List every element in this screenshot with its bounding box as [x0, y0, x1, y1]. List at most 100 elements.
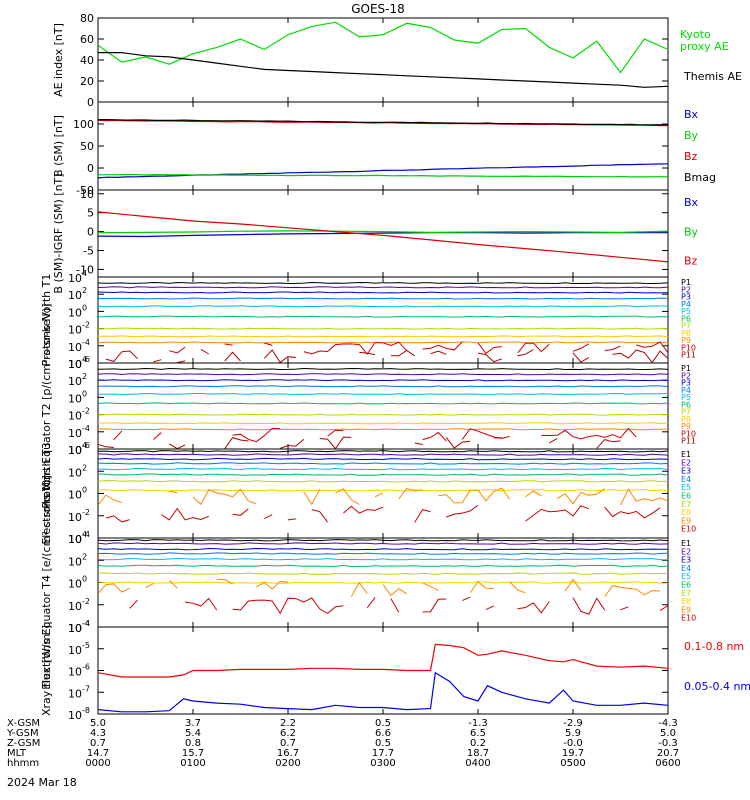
y-tick-exponent: -4: [82, 530, 90, 539]
y-tick-label: 10: [68, 289, 82, 302]
y-axis-label: B (SM)-IGRF (SM) [nT]: [52, 173, 65, 293]
ephemeris-value: 6.6: [375, 728, 391, 739]
legend-label: P11: [681, 351, 696, 360]
y-tick-label: 0: [87, 96, 94, 109]
ephemeris-value: 19.7: [562, 748, 584, 759]
y-tick-label: 20: [80, 75, 94, 88]
y-tick-exponent: 4: [82, 269, 87, 278]
y-tick-exponent: -4: [82, 424, 90, 433]
y-tick-exponent: 0: [82, 575, 87, 584]
ephemeris-value: 0600: [655, 758, 680, 769]
ephemeris-value: 6.5: [470, 728, 486, 739]
series-line-by: [98, 173, 668, 178]
y-tick-label: 80: [80, 12, 94, 25]
plot-area: [98, 119, 668, 179]
panel-frame: [97, 362, 669, 450]
legend-label: 0.05-0.4 nm: [684, 680, 750, 693]
y-tick-label: 10: [68, 375, 82, 388]
ephemeris-row-label: X-GSM: [7, 718, 40, 729]
y-tick-label: 10: [68, 644, 82, 657]
y-tick-exponent: 4: [82, 530, 87, 539]
channel-line-e9: [98, 487, 668, 506]
channel-line-p11: [105, 349, 668, 363]
legend-label: E1: [681, 539, 691, 548]
ephemeris-value: 2.2: [280, 718, 296, 729]
legend-label: Bz: [684, 150, 698, 163]
y-tick-exponent: -4: [82, 619, 90, 628]
ephemeris-value: -4.3: [658, 718, 678, 729]
legend-label: P4: [681, 386, 691, 395]
legend-label: E1: [681, 450, 691, 459]
ephemeris-value: 6.2: [280, 728, 296, 739]
y-tick-label: 10: [68, 444, 82, 457]
channel-line-e9: [98, 578, 661, 597]
channel-line-e10: [105, 504, 661, 523]
legend-label: E4: [681, 564, 691, 573]
y-tick-label: 10: [80, 188, 94, 201]
legend-label: P5: [681, 307, 691, 316]
legend: 0.1-0.8 nm 0.05-0.4 nm: [684, 640, 750, 693]
legend-label: P8: [681, 415, 691, 424]
ephemeris-row-label: hhmm: [7, 758, 39, 769]
legend-label: E7: [681, 589, 691, 598]
legend-label: P7: [681, 322, 691, 331]
y-tick-label: -5: [83, 245, 94, 258]
y-tick-exponent: -6: [82, 441, 90, 450]
y-tick-label: 10: [68, 622, 82, 635]
channel-line-p4: [98, 297, 668, 300]
plot-area: [98, 21, 668, 88]
ephemeris-table: X-GSM 5.0 3.7 2.2 0.5 -1.3 -2.9 -4.3 Y-GSM 4.3 5.4…: [6, 718, 681, 769]
ephemeris-value: 4.3: [90, 728, 106, 739]
y-tick-exponent: -4: [82, 338, 90, 347]
ephemeris-value: 3.7: [185, 718, 201, 729]
y-tick-exponent: -2: [82, 508, 90, 517]
y-axis-label: Protons North T1: [40, 274, 53, 367]
y-axis-label: B (SM) [nT]: [52, 115, 65, 177]
channel-line-e4: [98, 552, 668, 555]
legend-label: P10: [681, 429, 696, 438]
legend: Bx By Bz Bmag: [684, 108, 716, 184]
y-tick-exponent: 2: [82, 372, 87, 381]
legend-label: E3: [681, 467, 691, 476]
legend-label: E3: [681, 556, 691, 565]
y-tick-exponent: -6: [82, 355, 90, 364]
legend-label: P3: [681, 379, 691, 388]
ephemeris-value: 5.4: [185, 728, 201, 739]
plot-area: [98, 211, 668, 263]
legend-label: E2: [681, 458, 691, 467]
ephemeris-value: 20.7: [657, 748, 679, 759]
y-tick-label: 60: [80, 33, 94, 46]
ephemeris-value: 0000: [85, 758, 110, 769]
series-line-kyoto-proxy-ae: [98, 21, 668, 74]
channel-line-e8: [98, 581, 668, 584]
channel-line-e2: [98, 453, 668, 456]
ephemeris-value: -1.3: [468, 718, 488, 729]
panel-frame: [97, 626, 669, 715]
y-tick-exponent: 2: [82, 286, 87, 295]
channel-line-p1: [98, 281, 668, 285]
legend-label: Bx: [684, 108, 699, 121]
y-tick-label: 10: [68, 272, 82, 285]
legend-label: P1: [681, 278, 691, 287]
y-tick-label: 10: [68, 444, 82, 457]
channel-line-e1: [98, 539, 668, 542]
legend-label: P2: [681, 371, 691, 380]
y-tick-label: 40: [80, 54, 94, 67]
y-tick-label: -50: [76, 184, 94, 197]
y-tick-label: 10: [68, 687, 82, 700]
legend-label: E10: [681, 525, 696, 534]
y-tick-exponent: -4: [82, 619, 90, 628]
legend-label: P3: [681, 293, 691, 302]
y-tick-label: 0: [87, 162, 94, 175]
legend-label: Bx: [684, 196, 699, 209]
legend: Bx By Bz: [684, 196, 699, 268]
legend-label: E2: [681, 547, 691, 556]
date-label: 2024 Mar 18: [7, 776, 77, 789]
channel-line-e5: [98, 467, 668, 471]
series-line-0-05-0-4-nm: [98, 671, 668, 713]
channel-line-e4: [98, 462, 668, 465]
